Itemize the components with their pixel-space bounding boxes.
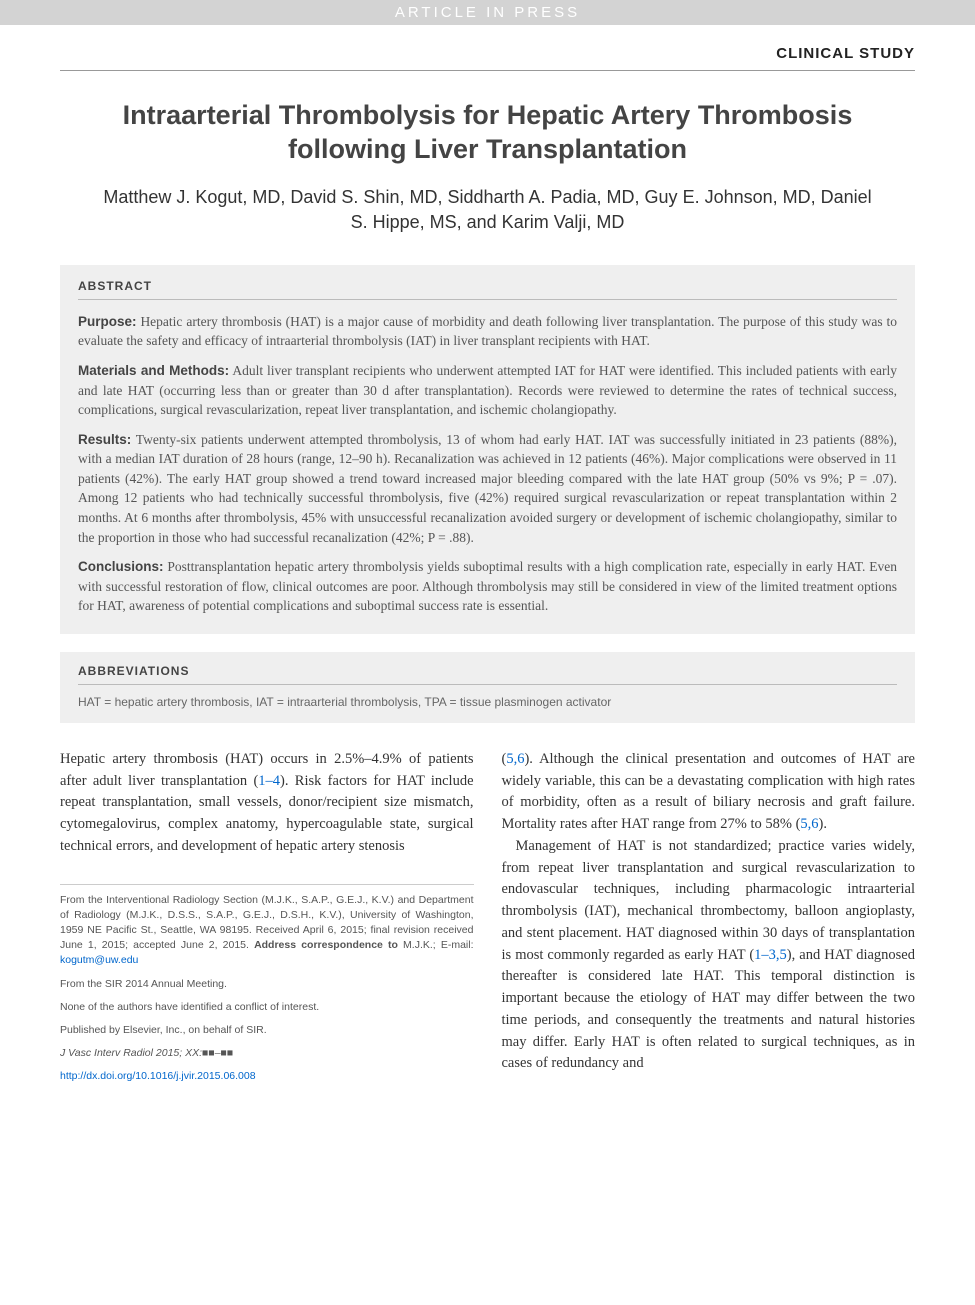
body-paragraph: Hepatic artery thrombosis (HAT) occurs i… (60, 749, 474, 858)
abstract-text: Hepatic artery thrombosis (HAT) is a maj… (78, 314, 897, 349)
article-title: Intraarterial Thrombolysis for Hepatic A… (60, 99, 915, 167)
citation-link[interactable]: 1–4 (258, 773, 280, 789)
abbreviations-header: ABBREVIATIONS (78, 664, 897, 685)
body-text: ), and HAT diagnosed thereafter is consi… (502, 947, 916, 1072)
abstract-block: ABSTRACT Purpose: Hepatic artery thrombo… (60, 265, 915, 634)
body-paragraph: (5,6). Although the clinical presentatio… (502, 749, 916, 836)
article-status-banner: ARTICLE IN PRESS (0, 0, 975, 25)
doi-link[interactable]: http://dx.doi.org/10.1016/j.jvir.2015.06… (60, 1070, 256, 1082)
abstract-results: Results: Twenty-six patients underwent a… (78, 430, 897, 547)
footnote-text: M.J.K.; E-mail: (398, 939, 474, 951)
author-list: Matthew J. Kogut, MD, David S. Shin, MD,… (60, 185, 915, 235)
abstract-text: Posttransplantation hepatic artery throm… (78, 559, 897, 613)
body-columns: Hepatic artery thrombosis (HAT) occurs i… (60, 749, 915, 1093)
abstract-label: Conclusions: (78, 559, 164, 574)
right-column: (5,6). Although the clinical presentatio… (502, 749, 916, 1093)
meeting-note: From the SIR 2014 Annual Meeting. (60, 977, 474, 992)
abstract-text: Twenty-six patients underwent attempted … (78, 432, 897, 545)
body-text: Management of HAT is not standardized; p… (502, 838, 916, 963)
affiliation-note: From the Interventional Radiology Sectio… (60, 893, 474, 969)
abstract-header: ABSTRACT (78, 279, 897, 300)
abbreviations-block: ABBREVIATIONS HAT = hepatic artery throm… (60, 652, 915, 723)
address-label: Address correspondence to (254, 939, 398, 951)
conflict-note: None of the authors have identified a co… (60, 1000, 474, 1015)
study-type-label: CLINICAL STUDY (60, 45, 915, 62)
abstract-purpose: Purpose: Hepatic artery thrombosis (HAT)… (78, 312, 897, 351)
page-content: CLINICAL STUDY Intraarterial Thrombolysi… (0, 45, 975, 1133)
top-divider (60, 70, 915, 71)
abstract-methods: Materials and Methods: Adult liver trans… (78, 361, 897, 420)
email-link[interactable]: kogutm@uw.edu (60, 954, 138, 966)
citation-link[interactable]: 5,6 (506, 751, 524, 767)
abstract-label: Materials and Methods: (78, 363, 229, 378)
body-text: ). Although the clinical presentation an… (502, 751, 916, 832)
journal-citation: J Vasc Interv Radiol 2015; XX:■■–■■ (60, 1046, 474, 1061)
abstract-label: Results: (78, 432, 131, 447)
citation-link[interactable]: 1–3,5 (754, 947, 787, 963)
left-column: Hepatic artery thrombosis (HAT) occurs i… (60, 749, 474, 1093)
abstract-conclusions: Conclusions: Posttransplantation hepatic… (78, 557, 897, 616)
abstract-label: Purpose: (78, 314, 137, 329)
footnotes-block: From the Interventional Radiology Sectio… (60, 884, 474, 1085)
citation-link[interactable]: 5,6 (800, 816, 818, 832)
body-paragraph: Management of HAT is not standardized; p… (502, 836, 916, 1075)
body-text: ). (819, 816, 827, 832)
publisher-note: Published by Elsevier, Inc., on behalf o… (60, 1023, 474, 1038)
abbreviations-text: HAT = hepatic artery thrombosis, IAT = i… (78, 695, 897, 709)
